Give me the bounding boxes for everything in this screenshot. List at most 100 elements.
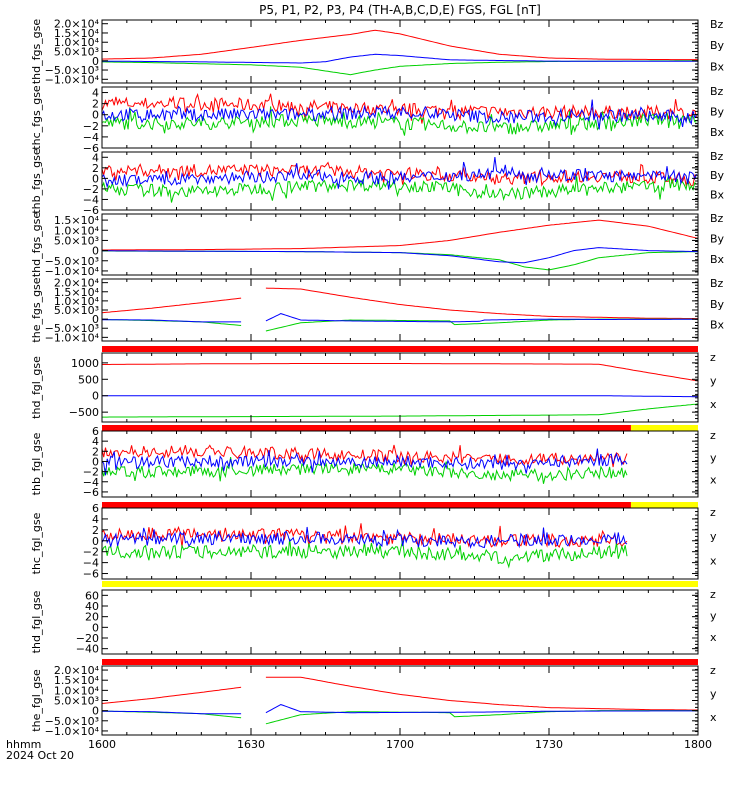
y-tick-label: 0 [92, 55, 99, 68]
y-tick-label: −5.0×10³ [45, 64, 99, 77]
y-tick-label: −5.0×10³ [45, 255, 99, 268]
y-tick-label: 20 [85, 611, 99, 624]
y-tick-label: 0 [92, 245, 99, 258]
y-tick-label: −4 [83, 193, 99, 206]
time-tick-label: 1630 [237, 738, 265, 751]
time-tick-label: 1800 [684, 738, 712, 751]
time-axis: 1600 1630 1700 1730 1800 [88, 738, 712, 751]
y-tick-label: 40 [85, 600, 99, 613]
series-By-line-1 [102, 250, 698, 271]
y-tick-label: −1.0×10⁴ [45, 73, 100, 86]
series-By-line-1 [102, 106, 697, 136]
y-tick-label: −6 [83, 486, 99, 499]
y-axis-label: thd_fgl_gse [30, 356, 43, 419]
y-tick-label: 1.0×10⁴ [54, 295, 100, 308]
legend-z: z [710, 351, 716, 364]
y-axis-label: thb_fgs_gse [30, 148, 43, 214]
legend-By: By [710, 169, 725, 182]
legend-x: x [710, 711, 717, 724]
y-tick-label: −4 [83, 131, 99, 144]
legend-y: y [710, 451, 717, 464]
y-tick-label: 4 [92, 151, 99, 164]
legend-Bz: Bz [710, 150, 724, 163]
time-tick-label: 1600 [88, 738, 116, 751]
y-tick-label: 5.0×10³ [54, 695, 99, 708]
y-tick-label: −4 [83, 557, 99, 570]
legend-z: z [710, 429, 716, 442]
y-tick-label: 0 [92, 313, 99, 326]
time-tick-label: 1700 [386, 738, 414, 751]
status-bar-segment [102, 659, 698, 665]
y-tick-label: 0 [92, 172, 99, 185]
y-tick-label: 2 [92, 524, 99, 537]
time-axis-date: 2024 Oct 20 [6, 749, 74, 762]
y-tick-label: −2 [83, 546, 99, 559]
y-axis-label: thd_fgl_gse [30, 590, 43, 653]
panel-2: 420−2−4−6 thc_fgs_gse Bz By Bx [30, 85, 725, 155]
y-tick-label: 1.0×10⁴ [54, 36, 100, 49]
series-x-line-1 [102, 526, 628, 550]
series-Bz-line-1 [102, 297, 242, 314]
status-bar-segment [630, 425, 698, 431]
series-x-line-2 [265, 704, 698, 714]
y-axis-label: thb_fgl_gse [30, 432, 43, 495]
time-tick-label: 1730 [535, 738, 563, 751]
panel-frame [101, 151, 699, 211]
legend-Bz: Bz [710, 85, 724, 98]
series-y-line-1 [102, 457, 628, 484]
y-tick-label: 1000 [71, 357, 99, 370]
y-tick-label: 2.0×10⁴ [54, 277, 100, 290]
y-tick-label: 5.0×10³ [54, 304, 99, 317]
y-tick-label: 2 [92, 162, 99, 175]
panel-frame [101, 507, 699, 580]
y-tick-label: −2 [83, 183, 99, 196]
status-bar-segment [102, 425, 631, 431]
series-Bz-line-1 [102, 219, 698, 251]
series-z-line-1 [102, 444, 628, 468]
legend-Bx: Bx [710, 253, 725, 266]
panel-frame [101, 589, 699, 655]
legend-Bx: Bx [710, 319, 725, 332]
panel-frame [101, 278, 699, 342]
legend-y: y [710, 530, 717, 543]
status-bar-segment [102, 502, 631, 508]
y-tick-label: 1.5×10⁴ [54, 214, 100, 227]
y-axis-label: thd_fgs_gse [30, 212, 43, 278]
y-tick-label: 6 [92, 502, 99, 515]
y-tick-label: 2.0×10⁴ [54, 664, 100, 677]
series-Bx-line-1 [102, 99, 697, 130]
legend-Bx: Bx [710, 188, 725, 201]
series-z-line-1 [102, 363, 698, 382]
y-axis-label: thc_fgs_gse [30, 85, 43, 150]
y-tick-label: 0 [92, 455, 99, 468]
legend-y: y [710, 687, 717, 700]
y-tick-label: −40 [76, 643, 99, 656]
legend-z: z [710, 664, 716, 677]
y-tick-label: 1.0×10⁴ [54, 224, 100, 237]
panel-frame [101, 665, 699, 736]
y-tick-label: −1.0×10⁴ [45, 331, 100, 344]
y-tick-label: 2 [92, 445, 99, 458]
legend-By: By [710, 298, 725, 311]
y-tick-label: −1.0×10⁴ [45, 725, 100, 738]
y-tick-label: 5.0×10³ [54, 234, 99, 247]
series-Bx-line-1 [102, 53, 698, 64]
y-axis-label: thc_fgl_gse [30, 512, 43, 574]
y-tick-label: −6 [83, 568, 99, 581]
y-tick-label: 4 [92, 513, 99, 526]
status-bar-segment [102, 581, 698, 587]
legend-x: x [710, 554, 717, 567]
y-tick-label: 4 [92, 87, 99, 100]
panel-5: 2.0×10⁴1.5×10⁴1.0×10⁴5.0×10³0−5.0×10³−1.… [30, 277, 725, 352]
y-tick-label: 1.5×10⁴ [54, 674, 100, 687]
figure-title: P5, P1, P2, P3, P4 (TH-A,B,C,D,E) FGS, F… [259, 3, 541, 17]
legend-By: By [710, 39, 725, 52]
series-Bx-line-1 [102, 247, 698, 264]
legend-Bz: Bz [710, 277, 724, 290]
status-bar-segment [102, 346, 698, 352]
